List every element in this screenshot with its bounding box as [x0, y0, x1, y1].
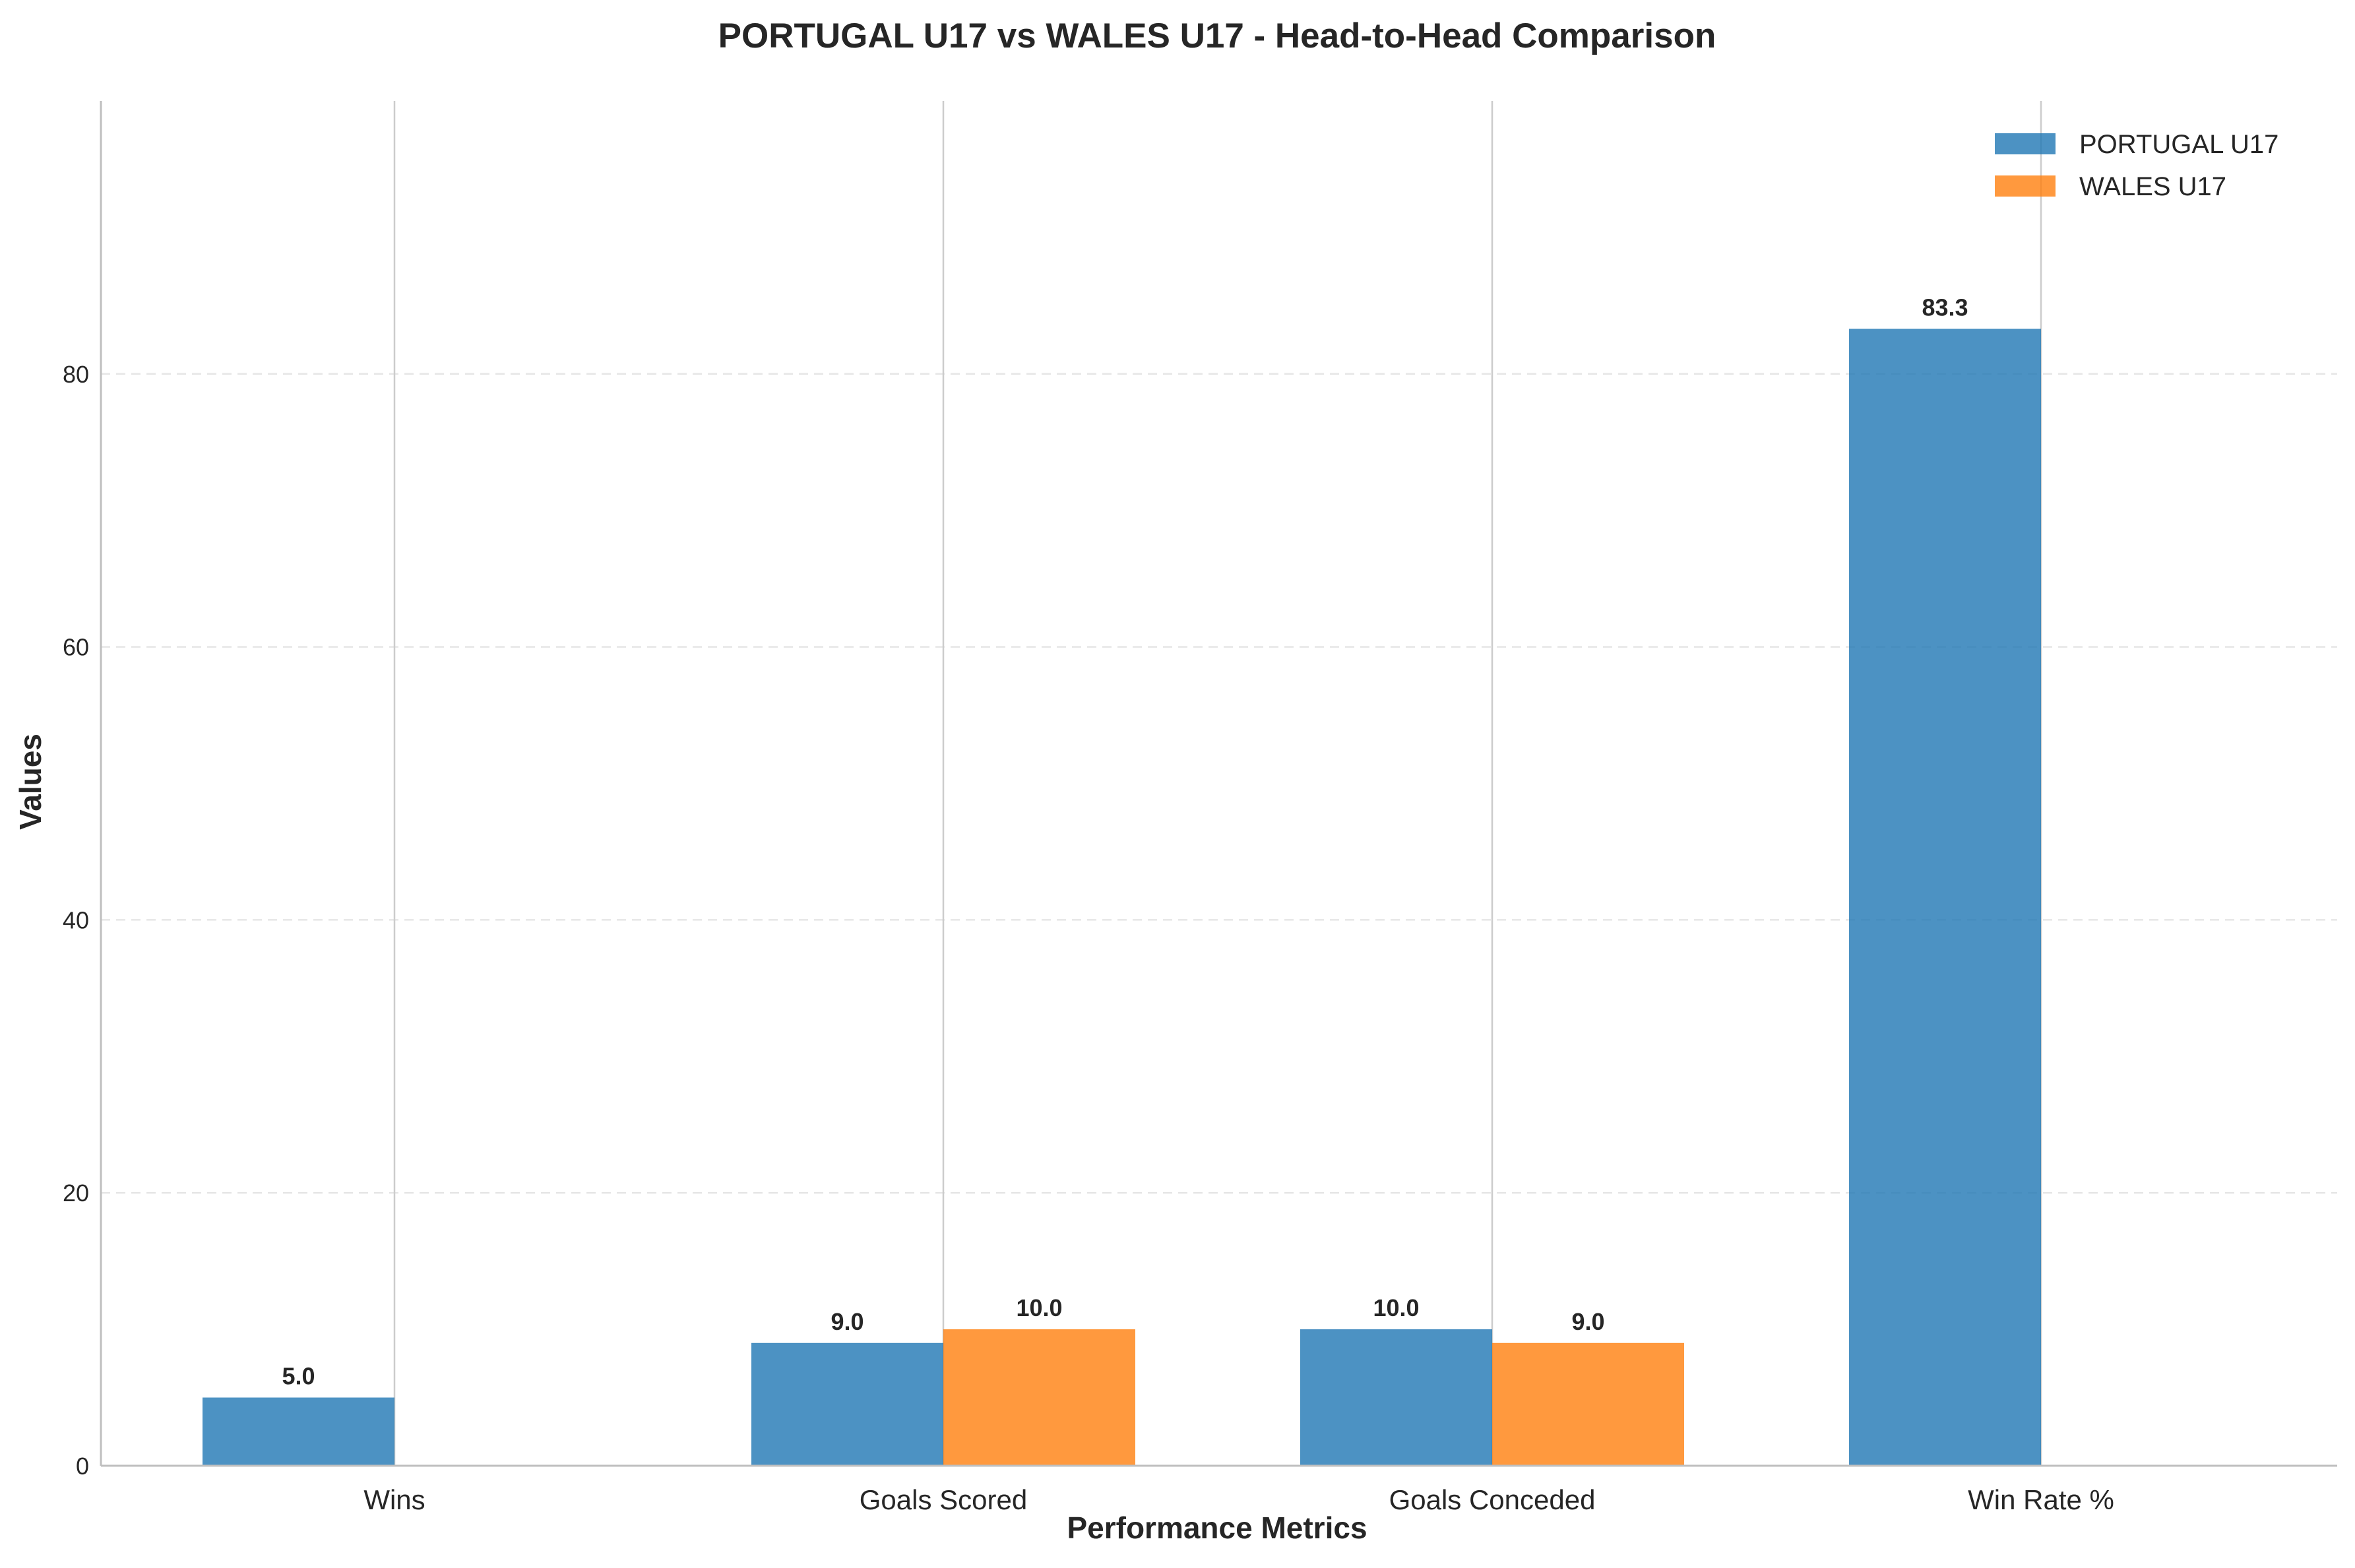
legend-label: PORTUGAL U17 — [2079, 130, 2278, 159]
y-axis-label: Values — [13, 734, 47, 830]
x-tick-label: Goals Conceded — [1389, 1484, 1596, 1515]
bar-portugal-3 — [1849, 329, 2041, 1466]
bars-layer — [203, 329, 2041, 1466]
x-tick-label: Win Rate % — [1968, 1484, 2114, 1515]
bar-portugal-0 — [203, 1397, 394, 1466]
bar-portugal-2 — [1300, 1329, 1492, 1466]
y-tick-label: 40 — [63, 906, 89, 933]
data-label: 5.0 — [282, 1363, 315, 1390]
data-label: 9.0 — [1571, 1308, 1604, 1335]
chart-title: PORTUGAL U17 vs WALES U17 - Head-to-Head… — [718, 16, 1716, 55]
y-tick-label: 60 — [63, 634, 89, 661]
y-tick-label: 20 — [63, 1179, 89, 1207]
data-label: 10.0 — [1016, 1294, 1062, 1321]
bar-wales-2 — [1492, 1342, 1684, 1466]
data-labels-layer: 5.0 9.0 10.0 83.3 10.0 9.0 — [282, 294, 1968, 1390]
y-tick-label: 80 — [63, 361, 89, 388]
x-tick-label: Goals Scored — [860, 1484, 1027, 1515]
bar-portugal-1 — [751, 1342, 943, 1466]
legend-swatch — [1995, 133, 2056, 154]
legend: PORTUGAL U17 WALES U17 — [1995, 130, 2278, 201]
y-tick-label: 0 — [76, 1453, 89, 1480]
data-label: 9.0 — [831, 1308, 864, 1335]
ticks-layer: 0 20 40 60 80 Wins Goals Scored Goals Conceded W… — [63, 361, 2114, 1515]
data-label: 83.3 — [1922, 294, 1968, 321]
axes-layer — [100, 101, 2337, 1467]
x-tick-label: Wins — [363, 1484, 425, 1515]
data-label: 10.0 — [1373, 1294, 1419, 1321]
bar-wales-1 — [943, 1329, 1135, 1466]
legend-swatch — [1995, 175, 2056, 197]
legend-label: WALES U17 — [2079, 172, 2226, 201]
x-axis-label: Performance Metrics — [1067, 1511, 1367, 1545]
